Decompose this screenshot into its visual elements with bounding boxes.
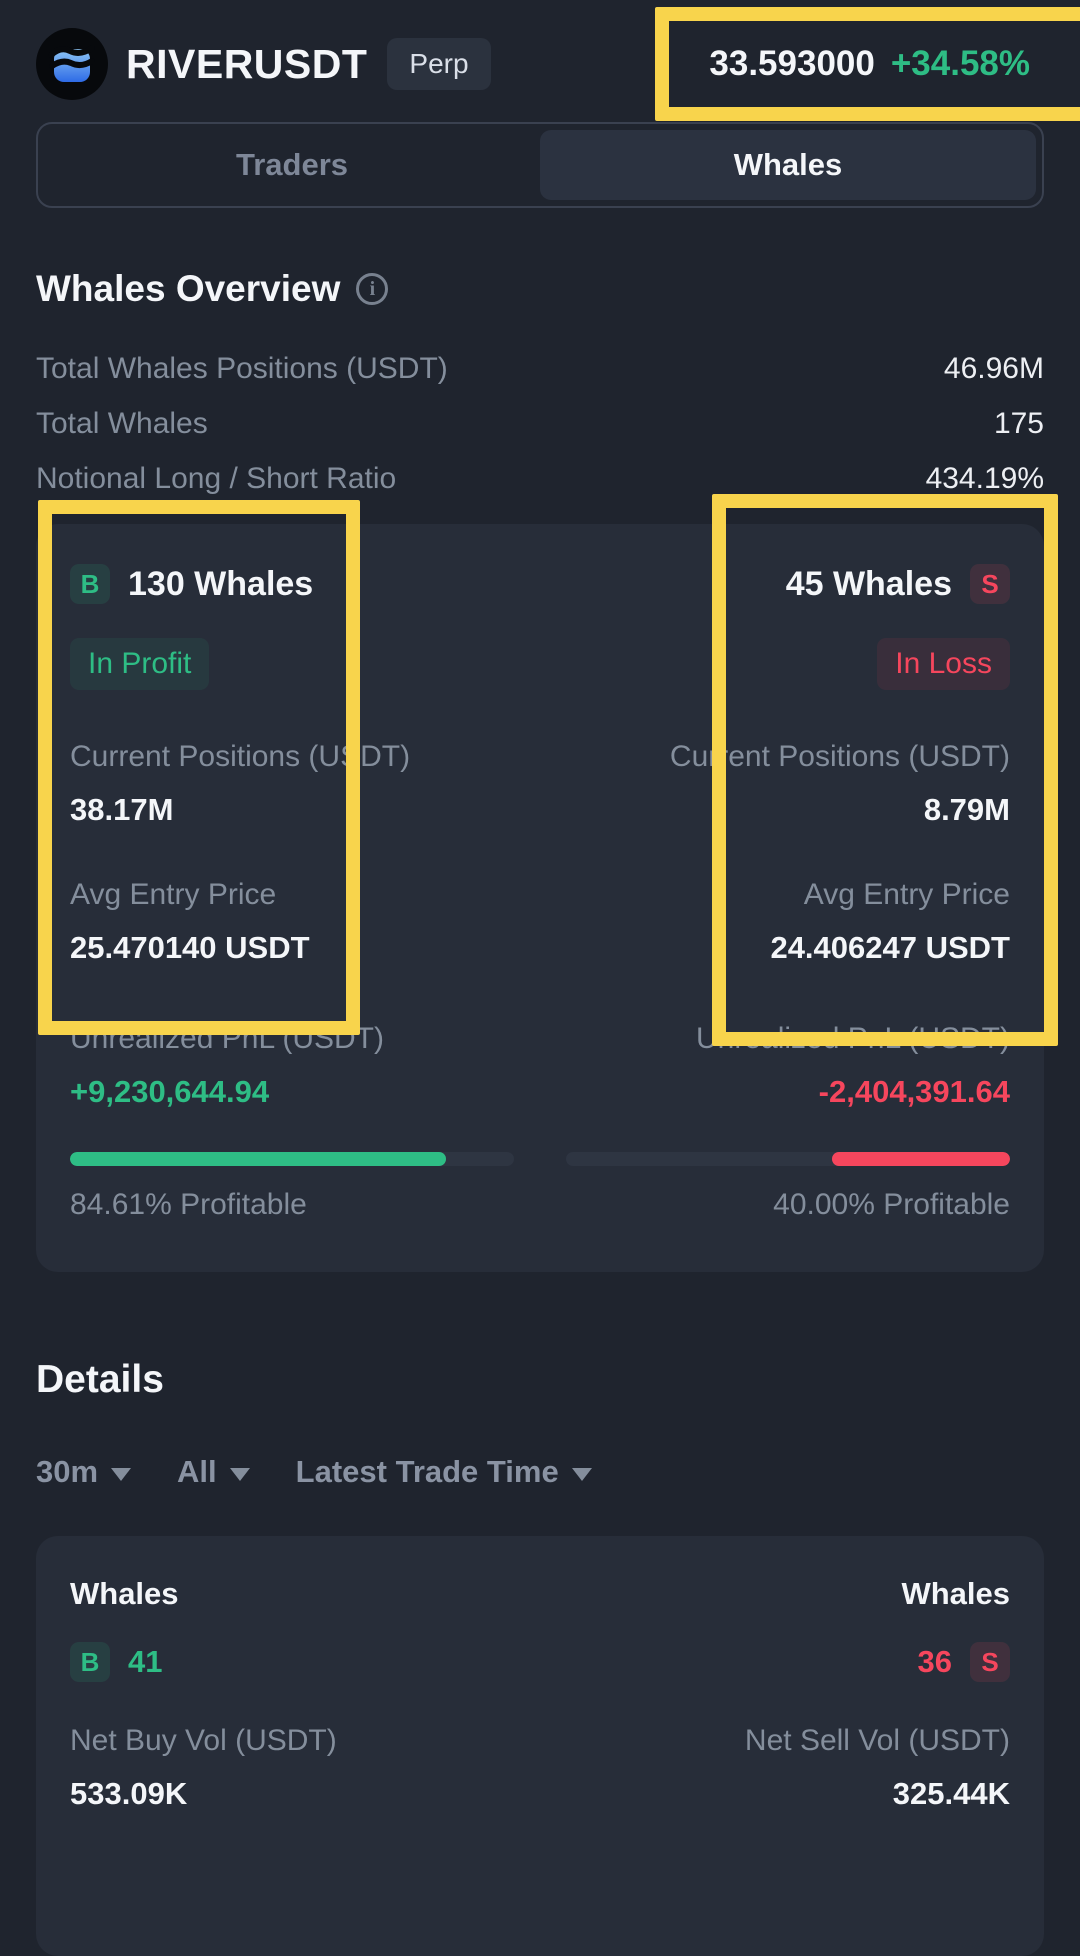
short-profitable-text: 40.00% Profitable — [773, 1188, 1010, 1221]
in-profit-badge: In Profit — [70, 638, 210, 690]
stat-label: Notional Long / Short Ratio — [36, 462, 397, 495]
long-positions-value: 38.17M — [70, 792, 174, 827]
filter-label: Latest Trade Time — [295, 1454, 559, 1489]
header: RIVERUSDT Perp 33.593000 +34.58% — [0, 0, 1080, 100]
stat-label: Total Whales Positions (USDT) — [36, 352, 448, 385]
river-logo-icon — [36, 28, 108, 100]
net-buy-vol-value: 533.09K — [70, 1776, 188, 1811]
filter-sort-dropdown[interactable]: Latest Trade Time — [296, 1454, 592, 1490]
net-buy-vol-label: Net Buy Vol (USDT) — [70, 1724, 337, 1757]
short-whale-count: 45 Whales — [785, 564, 952, 603]
short-entry-value: 24.406247 USDT — [770, 930, 1010, 965]
sell-side-badge: S — [970, 564, 1010, 604]
sell-whales-count: 36 — [917, 1644, 952, 1679]
short-entry-label: Avg Entry Price — [803, 878, 1010, 911]
section-title-whales-overview: Whales Overview — [36, 268, 341, 309]
net-sell-vol-value: 325.44K — [892, 1776, 1010, 1811]
net-sell-vol-label: Net Sell Vol (USDT) — [744, 1724, 1010, 1757]
long-profitable-text: 84.61% Profitable — [70, 1188, 307, 1221]
stat-value: 434.19% — [925, 462, 1044, 495]
long-entry-value: 25.470140 USDT — [70, 930, 310, 965]
short-positions-value: 8.79M — [923, 792, 1010, 827]
long-whale-count: 130 Whales — [128, 564, 314, 603]
filter-interval-dropdown[interactable]: 30m — [36, 1454, 132, 1490]
table-header-right: Whales — [901, 1576, 1010, 1611]
symbol-title: RIVERUSDT — [126, 40, 368, 87]
long-pnl-label: Unrealized PnL (USDT) — [70, 1022, 384, 1055]
tab-whales[interactable]: Whales — [540, 130, 1036, 200]
stat-value: 175 — [993, 407, 1044, 440]
details-filters: 30m All Latest Trade Time — [36, 1454, 1044, 1490]
filter-label: 30m — [36, 1454, 99, 1489]
stat-row-total-whales: Total Whales 175 — [36, 407, 1044, 441]
chevron-down-icon — [571, 1467, 592, 1481]
long-pnl-value: +9,230,644.94 — [70, 1074, 270, 1109]
filter-label: All — [177, 1454, 217, 1489]
price-block: 33.593000 +34.58% — [709, 44, 1044, 84]
price-change-percent: +34.58% — [890, 44, 1030, 83]
stat-row-total-positions: Total Whales Positions (USDT) 46.96M — [36, 352, 1044, 386]
contract-type-badge: Perp — [387, 38, 491, 90]
stat-value: 46.96M — [943, 352, 1044, 385]
traders-whales-tabbar: Traders Whales — [36, 122, 1044, 208]
long-profitable-bar — [70, 1152, 514, 1166]
details-table-card: Whales Whales B 41 36 S Net Buy Vol (USD… — [36, 1536, 1044, 1956]
info-icon[interactable]: i — [356, 273, 389, 305]
stat-row-long-short-ratio: Notional Long / Short Ratio 434.19% — [36, 462, 1044, 496]
whales-overview-card: B 130 Whales 45 Whales S In Profit In Lo… — [36, 524, 1044, 1272]
stat-label: Total Whales — [36, 407, 208, 440]
short-profitable-bar-fill — [832, 1152, 1010, 1166]
overview-stats: Total Whales Positions (USDT) 46.96M Tot… — [36, 352, 1044, 496]
sell-side-badge: S — [970, 1642, 1010, 1682]
filter-side-dropdown[interactable]: All — [177, 1454, 250, 1490]
short-pnl-label: Unrealized PnL (USDT) — [696, 1022, 1010, 1055]
buy-whales-count: 41 — [128, 1644, 163, 1679]
long-profitable-bar-fill — [70, 1152, 446, 1166]
short-pnl-value: -2,404,391.64 — [818, 1074, 1010, 1109]
buy-side-badge: B — [70, 564, 110, 604]
tab-traders[interactable]: Traders — [235, 147, 348, 182]
chevron-down-icon — [111, 1467, 132, 1481]
section-title-details: Details — [36, 1358, 164, 1401]
last-price: 33.593000 — [709, 44, 875, 83]
short-profitable-bar — [566, 1152, 1010, 1166]
in-loss-badge: In Loss — [877, 638, 1010, 690]
chevron-down-icon — [229, 1467, 250, 1481]
long-entry-label: Avg Entry Price — [70, 878, 277, 911]
long-positions-label: Current Positions (USDT) — [70, 740, 411, 773]
buy-side-badge: B — [70, 1642, 110, 1682]
short-positions-label: Current Positions (USDT) — [669, 740, 1010, 773]
table-header-left: Whales — [70, 1576, 179, 1611]
